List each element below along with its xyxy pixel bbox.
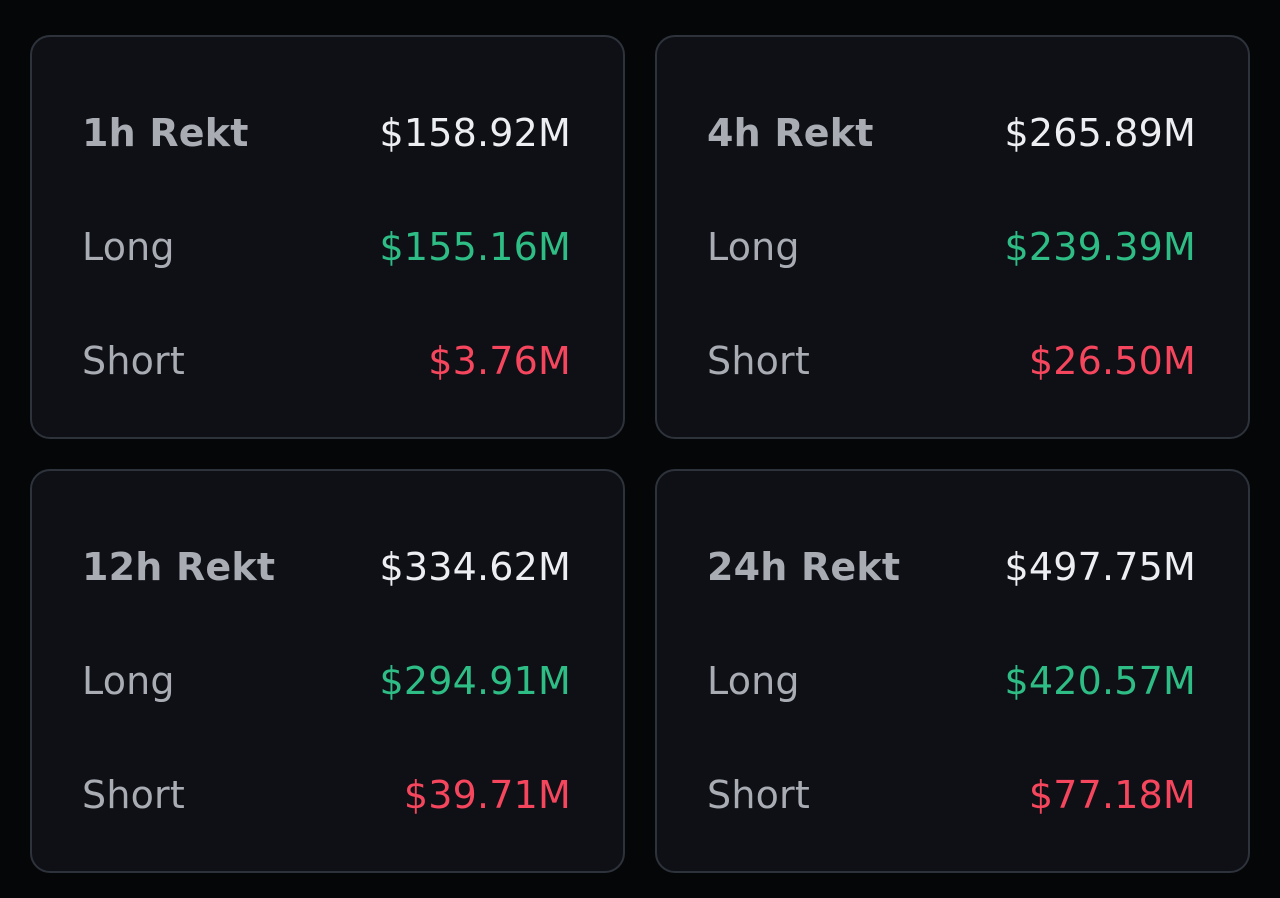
rekt-card-4h[interactable]: 4h Rekt $265.89M Long $239.39M Short $26… <box>655 35 1250 439</box>
rekt-card-12h[interactable]: 12h Rekt $334.62M Long $294.91M Short $3… <box>30 469 625 873</box>
total-value: $334.62M <box>379 545 571 589</box>
total-value: $497.75M <box>1004 545 1196 589</box>
rekt-card-1h[interactable]: 1h Rekt $158.92M Long $155.16M Short $3.… <box>30 35 625 439</box>
total-value: $265.89M <box>1004 111 1196 155</box>
short-label: Short <box>707 339 810 383</box>
short-label: Short <box>707 773 810 817</box>
long-label: Long <box>707 225 800 269</box>
short-value: $77.18M <box>1028 773 1196 817</box>
long-row: Long $294.91M <box>82 653 571 709</box>
long-row: Long $155.16M <box>82 219 571 275</box>
long-value: $239.39M <box>1004 225 1196 269</box>
short-row: Short $39.71M <box>82 767 571 823</box>
rekt-card-24h[interactable]: 24h Rekt $497.75M Long $420.57M Short $7… <box>655 469 1250 873</box>
long-row: Long $420.57M <box>707 653 1196 709</box>
card-title: 4h Rekt <box>707 111 874 155</box>
long-value: $294.91M <box>379 659 571 703</box>
total-row: 12h Rekt $334.62M <box>82 539 571 595</box>
card-title: 12h Rekt <box>82 545 276 589</box>
total-row: 4h Rekt $265.89M <box>707 105 1196 161</box>
short-value: $39.71M <box>403 773 571 817</box>
long-row: Long $239.39M <box>707 219 1196 275</box>
long-label: Long <box>82 225 175 269</box>
long-value: $420.57M <box>1004 659 1196 703</box>
card-title: 1h Rekt <box>82 111 249 155</box>
short-label: Short <box>82 339 185 383</box>
long-label: Long <box>82 659 175 703</box>
total-row: 24h Rekt $497.75M <box>707 539 1196 595</box>
short-value: $3.76M <box>428 339 571 383</box>
long-value: $155.16M <box>379 225 571 269</box>
short-value: $26.50M <box>1028 339 1196 383</box>
long-label: Long <box>707 659 800 703</box>
short-label: Short <box>82 773 185 817</box>
short-row: Short $3.76M <box>82 333 571 389</box>
total-value: $158.92M <box>379 111 571 155</box>
total-row: 1h Rekt $158.92M <box>82 105 571 161</box>
short-row: Short $26.50M <box>707 333 1196 389</box>
card-title: 24h Rekt <box>707 545 901 589</box>
short-row: Short $77.18M <box>707 767 1196 823</box>
